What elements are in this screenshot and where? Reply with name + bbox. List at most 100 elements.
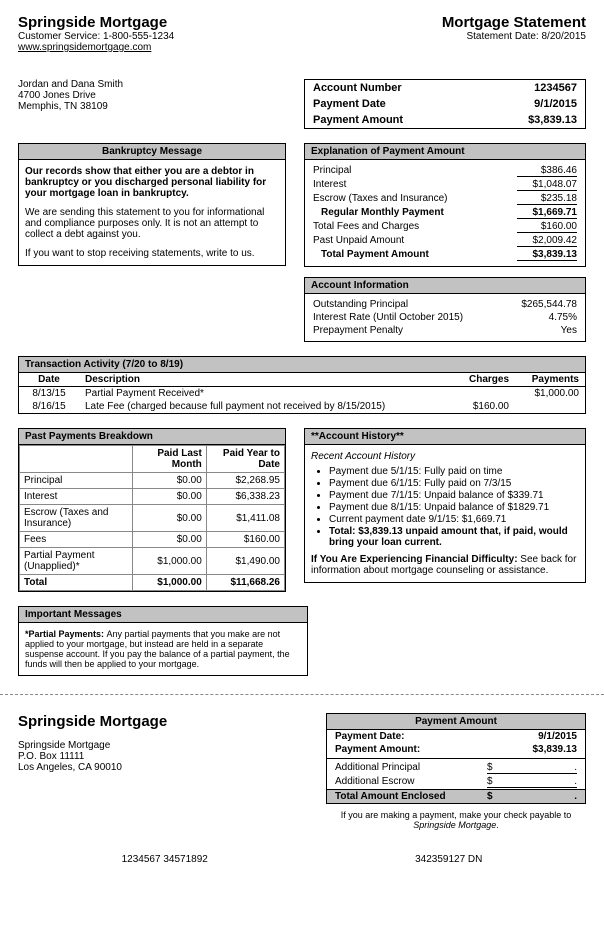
- tx-date: 8/13/15: [19, 387, 79, 401]
- ppb-y: $1,490.00: [206, 548, 284, 575]
- history-item: Payment due 6/1/15: Fully paid on 7/3/15: [329, 478, 579, 489]
- transactions-title: Transaction Activity (7/20 to 8/19): [19, 357, 585, 373]
- explanation-box: Explanation of Payment Amount Principal $…: [304, 143, 586, 267]
- total-enclosed-field[interactable]: $.: [487, 791, 577, 802]
- exp-row: Interest$1,048.07: [305, 178, 585, 192]
- pa-addl-escrow: Additional Escrow $.: [327, 775, 585, 789]
- ppb-label: Escrow (Taxes and Insurance): [20, 505, 133, 532]
- history-difficulty: If You Are Experiencing Financial Diffic…: [311, 554, 579, 576]
- tx-charges: $160.00: [445, 400, 515, 413]
- explain-col: Explanation of Payment Amount Principal $…: [304, 143, 586, 342]
- recipient-name: Jordan and Dana Smith: [18, 79, 286, 90]
- tx-row: 8/13/15 Partial Payment Received* $1,000…: [19, 387, 585, 401]
- dollar-sign: $: [487, 776, 493, 787]
- past-payments-table: Paid Last Month Paid Year to Date Princi…: [19, 445, 285, 591]
- stub-note: If you are making a payment, make your c…: [326, 810, 586, 830]
- ppb-y: $1,411.08: [206, 505, 284, 532]
- explanation-title: Explanation of Payment Amount: [305, 144, 585, 160]
- doc-title: Mortgage Statement: [442, 14, 586, 31]
- exp-val: $235.18: [517, 193, 577, 205]
- exp-reg-val: $1,669.71: [517, 207, 577, 219]
- ppb-y: $160.00: [206, 532, 284, 548]
- stub-addr2: P.O. Box 11111: [18, 751, 218, 762]
- important-box: Important Messages *Partial Payments: An…: [18, 606, 308, 676]
- ai-label: Outstanding Principal: [313, 299, 408, 310]
- ppb-y: $2,268.95: [206, 473, 284, 489]
- stub-company: Springside Mortgage: [18, 713, 218, 730]
- statement-date: Statement Date: 8/20/2015: [442, 31, 586, 42]
- important-label: *Partial Payments:: [25, 629, 107, 639]
- pa-amt: Payment Amount: $3,839.13: [327, 743, 585, 759]
- exp-label: Past Unpaid Amount: [313, 235, 404, 247]
- tx-header-row: Date Description Charges Payments: [19, 373, 585, 387]
- header-right: Mortgage Statement Statement Date: 8/20/…: [442, 14, 586, 53]
- recipient-addr1: 4700 Jones Drive: [18, 90, 286, 101]
- date-value: 8/20/2015: [542, 31, 587, 42]
- note1: If you are making a payment, make your c…: [341, 810, 572, 820]
- payamt-label: Payment Amount: [313, 114, 403, 126]
- exp-row: Past Unpaid Amount $2,009.42: [305, 234, 585, 248]
- important-body: *Partial Payments: Any partial payments …: [19, 623, 307, 675]
- pa-title: Payment Amount: [327, 714, 585, 730]
- history-item: Payment due 8/1/15: Unpaid balance of $1…: [329, 502, 579, 513]
- ppb-y: $6,338.23: [206, 489, 284, 505]
- history-box: **Account History** Recent Account Histo…: [304, 428, 586, 583]
- dot: .: [574, 791, 577, 802]
- history-list: Payment due 5/1/15: Fully paid on time P…: [311, 466, 579, 548]
- acct-label: Account Number: [313, 82, 402, 94]
- stub-addr1: Springside Mortgage: [18, 740, 218, 751]
- total-enclosed-label: Total Amount Enclosed: [335, 791, 446, 802]
- exp-row: Principal $386.46: [305, 164, 585, 178]
- pa-date: Payment Date: 9/1/2015: [327, 730, 585, 743]
- ppb-label: Fees: [20, 532, 133, 548]
- summary-col: Account Number 1234567 Payment Date 9/1/…: [304, 61, 586, 129]
- ppb-m: $0.00: [133, 473, 207, 489]
- past-payments-col: Past Payments Breakdown Paid Last Month …: [18, 428, 286, 592]
- pa-total-enclosed: Total Amount Enclosed $.: [327, 789, 585, 803]
- tx-desc: Partial Payment Received*: [79, 387, 445, 401]
- addl-escrow-field[interactable]: $.: [487, 776, 577, 788]
- exp-regular: Regular Monthly Payment$1,669.71: [305, 206, 585, 220]
- stub-left: Springside Mortgage Springside Mortgage …: [18, 713, 218, 830]
- cs-phone: 1-800-555-1234: [103, 31, 174, 42]
- ppb-row: Partial Payment (Unapplied)*$1,000.00$1,…: [20, 548, 285, 575]
- ppb-header: Paid Last Month Paid Year to Date: [20, 446, 285, 473]
- ppb-row: Principal$0.00$2,268.95: [20, 473, 285, 489]
- ai-val: 4.75%: [549, 312, 577, 323]
- ppb-m: $0.00: [133, 489, 207, 505]
- history-subhead: Recent Account History: [311, 451, 579, 462]
- date-label: Statement Date:: [466, 31, 541, 42]
- tx-desc: Late Fee (charged because full payment n…: [79, 400, 445, 413]
- paydate-value: 9/1/2015: [534, 98, 577, 110]
- acct-value: 1234567: [534, 82, 577, 94]
- stub-addr3: Los Angeles, CA 90010: [18, 762, 218, 773]
- difficulty-label: If You Are Experiencing Financial Diffic…: [311, 554, 520, 565]
- customer-service: Customer Service: 1-800-555-1234: [18, 31, 174, 42]
- dollar-sign: $: [487, 791, 493, 802]
- addl-principal-field[interactable]: $.: [487, 762, 577, 774]
- exp-val: $160.00: [517, 221, 577, 233]
- addl-escrow-label: Additional Escrow: [335, 776, 414, 788]
- history-title: **Account History**: [305, 429, 585, 445]
- website-link[interactable]: www.springsidemortgage.com: [18, 42, 174, 53]
- exp-val: $386.46: [517, 165, 577, 177]
- ppb-row: Fees$0.00$160.00: [20, 532, 285, 548]
- pa-date-label: Payment Date:: [335, 731, 404, 742]
- ppb-total: Total$1,000.00$11,668.26: [20, 575, 285, 591]
- ai-row: Outstanding Principal$265,544.78: [305, 298, 585, 311]
- ppb-label: Principal: [20, 473, 133, 489]
- history-item: Current payment date 9/1/15: $1,669.71: [329, 514, 579, 525]
- exp-label: Principal: [313, 165, 351, 177]
- ppb-total-m: $1,000.00: [133, 575, 207, 591]
- summary-acct: Account Number 1234567: [305, 80, 585, 96]
- addl-principal-label: Additional Principal: [335, 762, 420, 774]
- tx-row: 8/16/15 Late Fee (charged because full p…: [19, 400, 585, 413]
- summary-payamt: Payment Amount $3,839.13: [305, 112, 585, 128]
- ppb-col2: Paid Year to Date: [206, 446, 284, 473]
- exp-val: $2,009.42: [517, 235, 577, 247]
- exp-total: Total Payment Amount$3,839.13: [305, 248, 585, 262]
- lower-section: Past Payments Breakdown Paid Last Month …: [18, 428, 586, 592]
- exp-label: Escrow (Taxes and Insurance): [313, 193, 448, 205]
- payment-stub: Springside Mortgage Springside Mortgage …: [18, 713, 586, 830]
- tx-payments: $1,000.00: [515, 387, 585, 401]
